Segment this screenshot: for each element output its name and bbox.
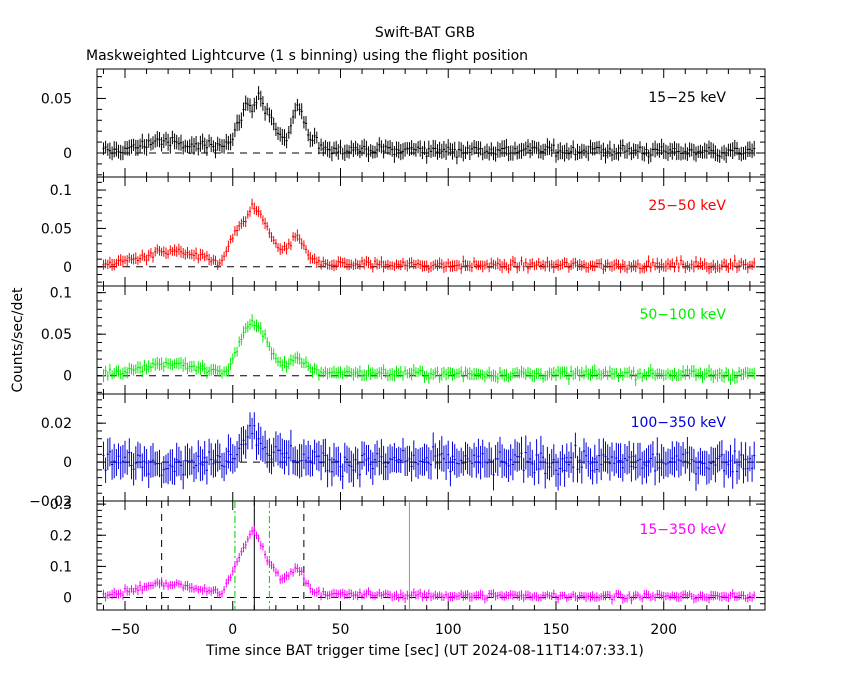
panel-frame [96,68,766,178]
y-tick-label: 0.02 [41,416,72,432]
panel-3: 0 0.02 100−350 keV [41,393,766,502]
panel-frame [96,500,766,611]
x-tick-label: 100 [435,622,462,638]
x-tick-label: 150 [543,622,570,638]
y-tick-label: 0 [63,591,72,607]
band-label: 25−50 keV [648,198,726,214]
x-axis-label: Time since BAT trigger time [sec] (UT 20… [205,643,644,659]
panel-4: 0 0.1 0.2 0.3 15−350 keV [50,497,766,611]
x-tick-label: 0 [228,622,237,638]
panel-frame [96,393,766,502]
y-tick-label: 0.1 [50,559,72,575]
x-tick-label: 200 [650,622,677,638]
y-tick-label: 0.05 [41,91,72,107]
x-tick-label: −50 [110,622,140,638]
y-axis-label: Counts/sec/det [10,287,26,392]
band-label: 15−25 keV [648,90,726,106]
overlap-tick-label: −0.02 [29,494,72,510]
y-tick-label: 0 [63,455,72,471]
y-tick-label: 0.3 [50,497,72,513]
series-line-3 [102,412,756,491]
x-tick-label: 50 [332,622,350,638]
panel-0: 0 0.05 15−25 keV [41,68,766,178]
panels-group: 0 0.05 15−25 keV 0 0.05 0.1 25−50 keV 0 0.05 0.1 5… [41,68,766,638]
series-line-4 [102,525,756,605]
series-line-0 [102,86,756,165]
band-label: 15−350 keV [639,522,726,538]
y-tick-label: 0.1 [50,183,72,199]
series-line-1 [102,198,756,275]
chart-subtitle: Maskweighted Lightcurve (1 s binning) us… [86,48,528,64]
panel-1: 0 0.05 0.1 25−50 keV [41,176,766,287]
y-tick-label: 0 [63,146,72,162]
y-tick-label: 0.1 [50,286,72,302]
chart-title: Swift-BAT GRB [375,25,475,41]
panel-2: 0 0.05 0.1 50−100 keV [41,285,766,395]
series-line-2 [102,314,756,386]
band-label: 100−350 keV [631,415,727,431]
y-tick-label: 0.05 [41,221,72,237]
band-label: 50−100 keV [639,307,726,323]
y-tick-label: 0 [63,260,72,276]
y-tick-label: 0.05 [41,327,72,343]
y-tick-label: 0 [63,369,72,385]
y-tick-label: 0.2 [50,528,72,544]
